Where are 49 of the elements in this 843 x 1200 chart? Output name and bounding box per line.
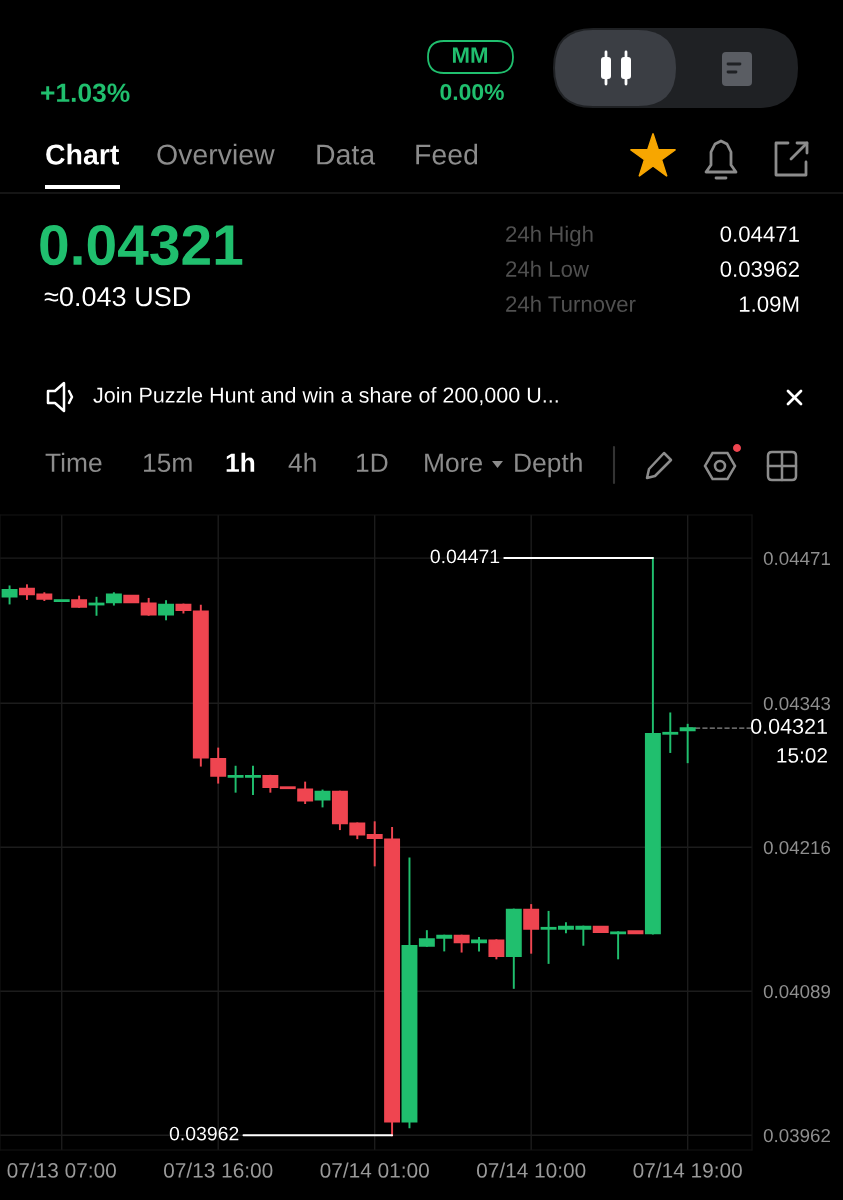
candlestick [279,786,296,790]
candlestick [679,723,696,764]
text: Chart [46,143,119,165]
text: 24h Low [506,260,590,277]
candlestick [158,600,175,621]
text: 1h [226,452,255,472]
text: Join Puzzle Hunt and win a share of 200,000 U... [93,386,558,406]
text: 0.00% [440,83,504,101]
x-tick-label: 07/14 19:00 [633,1162,742,1178]
y-tick-label: 0.04471 [763,551,830,566]
text: 1.09M [739,296,799,312]
y-tick-label: 0.04216 [763,840,831,855]
text: 1D [357,453,388,472]
text: 4h [288,452,316,472]
candlestick [210,747,227,784]
text: 24h Turnover [506,295,636,312]
text: 15:02 [777,748,827,763]
candlestick [53,599,70,603]
ref-line-label: 0.04321 [751,718,827,734]
annotation: 0.03962 [169,1126,239,1141]
candlestick [123,594,140,604]
x-tick-label: 07/13 07:00 [7,1162,116,1178]
x-tick-label: 07/14 10:00 [476,1162,586,1178]
annotation: 0.04471 [430,549,500,564]
x-tick-label: 07/13 16:00 [164,1162,273,1178]
y-tick-label: 0.04343 [763,696,831,711]
text: 0.04471 [720,226,799,242]
text: Feed [416,143,478,165]
text: More [425,453,482,473]
x-tick-label: 07/14 01:00 [320,1162,429,1178]
text: Data [317,144,376,165]
candlestick [488,939,505,960]
candlestick [610,931,627,960]
candlestick [627,930,644,935]
text: 15m [144,453,192,473]
text: 24h High [506,225,593,247]
text: 0.03962 [720,261,799,277]
text: +1.03% [41,83,130,103]
text: Depth [515,452,582,478]
text: MM [452,47,488,63]
text: Time [45,452,102,473]
candlestick [592,925,609,934]
text: ≈0.043 USD [44,287,191,307]
text: Overview [157,143,275,165]
y-tick-label: 0.03962 [763,1128,830,1143]
y-tick-label: 0.04089 [763,984,830,999]
text: 0.04321 [40,224,243,266]
candlestick [297,781,314,804]
candlestick [523,904,540,954]
